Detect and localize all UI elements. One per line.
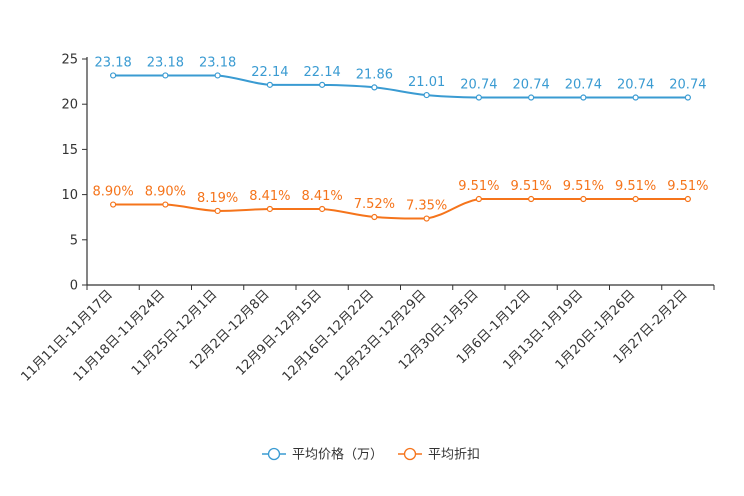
data-label: 7.35% bbox=[406, 199, 447, 214]
data-point[interactable] bbox=[528, 94, 535, 101]
data-label: 23.18 bbox=[199, 55, 236, 70]
data-label: 22.14 bbox=[251, 65, 288, 80]
legend-marker-icon bbox=[403, 447, 417, 461]
data-point[interactable] bbox=[319, 81, 326, 88]
data-point[interactable] bbox=[423, 91, 430, 99]
legend-label: 平均折扣 bbox=[428, 448, 480, 463]
data-label: 22.14 bbox=[304, 65, 341, 80]
data-label: 8.19% bbox=[197, 191, 238, 206]
data-label: 20.74 bbox=[617, 78, 654, 93]
data-point[interactable] bbox=[110, 72, 117, 79]
data-point[interactable] bbox=[162, 201, 169, 208]
y-tick-label: 5 bbox=[70, 233, 78, 248]
data-label: 8.41% bbox=[301, 189, 342, 204]
data-label: 9.51% bbox=[458, 179, 499, 194]
data-label: 8.90% bbox=[92, 185, 133, 200]
y-tick-label: 0 bbox=[70, 279, 78, 294]
data-point[interactable] bbox=[371, 213, 378, 221]
x-tick-label: 11月11日-11月17日 bbox=[18, 287, 115, 384]
data-point[interactable] bbox=[580, 94, 587, 101]
legend-marker-icon bbox=[267, 447, 281, 461]
data-point[interactable] bbox=[319, 205, 326, 213]
data-label: 9.51% bbox=[510, 179, 551, 194]
data-label: 20.74 bbox=[669, 78, 706, 93]
data-label: 9.51% bbox=[667, 179, 708, 194]
data-label: 8.90% bbox=[145, 185, 186, 200]
data-label: 9.51% bbox=[563, 179, 604, 194]
data-point[interactable] bbox=[580, 195, 587, 203]
data-point[interactable] bbox=[475, 94, 482, 101]
data-label: 20.74 bbox=[513, 78, 550, 93]
data-point[interactable] bbox=[214, 72, 221, 79]
data-point[interactable] bbox=[684, 195, 691, 203]
data-label: 23.18 bbox=[147, 55, 184, 70]
data-point[interactable] bbox=[110, 201, 117, 208]
y-tick-label: 15 bbox=[61, 143, 78, 158]
data-point[interactable] bbox=[528, 195, 535, 203]
y-tick-label: 25 bbox=[61, 53, 78, 68]
data-point[interactable] bbox=[266, 81, 273, 88]
data-label: 9.51% bbox=[615, 179, 656, 194]
data-label: 8.41% bbox=[249, 189, 290, 204]
x-tick-label: 11月18日-11月24日 bbox=[71, 287, 168, 384]
data-label: 20.74 bbox=[565, 78, 602, 93]
series-line-0 bbox=[113, 74, 688, 99]
data-point[interactable] bbox=[162, 72, 169, 79]
data-point[interactable] bbox=[371, 84, 378, 91]
y-tick-label: 10 bbox=[61, 188, 78, 203]
data-point[interactable] bbox=[632, 195, 639, 203]
series-line-1 bbox=[113, 198, 688, 220]
data-label: 20.74 bbox=[460, 78, 497, 93]
legend-item-0[interactable]: 平均价格（万） bbox=[262, 447, 383, 463]
data-label: 23.18 bbox=[95, 55, 132, 70]
data-point[interactable] bbox=[214, 207, 221, 215]
data-point[interactable] bbox=[632, 94, 639, 101]
data-point[interactable] bbox=[684, 94, 691, 101]
data-label: 7.52% bbox=[354, 197, 395, 212]
y-tick-label: 20 bbox=[61, 98, 78, 113]
data-point[interactable] bbox=[266, 205, 273, 213]
data-label: 21.86 bbox=[356, 67, 393, 82]
x-tick-label: 12月16日-12月22日 bbox=[280, 287, 377, 384]
data-point[interactable] bbox=[475, 195, 482, 203]
data-label: 21.01 bbox=[408, 75, 445, 90]
data-point[interactable] bbox=[423, 215, 430, 222]
x-tick-label: 12月23日-12月29日 bbox=[332, 287, 429, 384]
legend-item-1[interactable]: 平均折扣 bbox=[398, 448, 480, 463]
legend-label: 平均价格（万） bbox=[292, 447, 383, 463]
